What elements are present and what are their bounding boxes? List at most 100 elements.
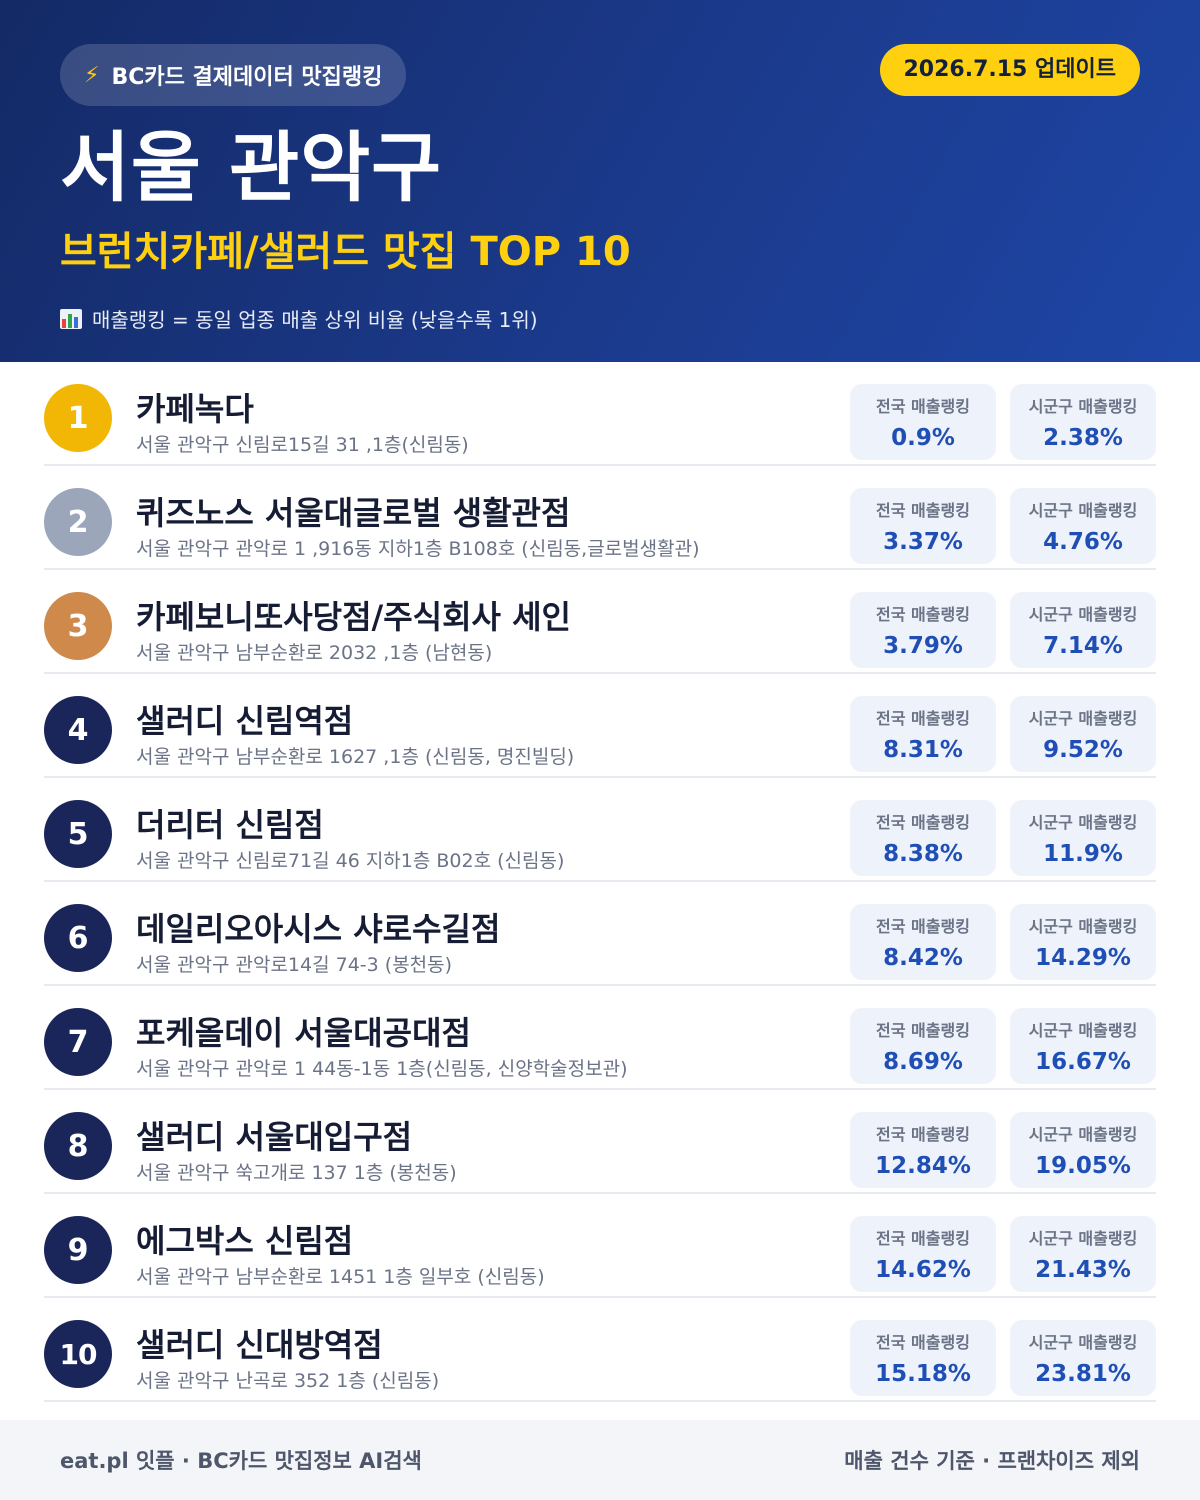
local-rank-value: 21.43%	[1035, 1257, 1131, 1283]
national-rank-card: 전국 매출랭킹 3.37%	[850, 488, 996, 564]
local-rank-label: 시군구 매출랭킹	[1028, 813, 1138, 832]
list-item[interactable]: 5 더리터 신림점 서울 관악구 신림로71길 46 지하1층 B02호 (신림…	[44, 778, 1156, 882]
restaurant-address: 서울 관악구 신림로71길 46 지하1층 B02호 (신림동)	[136, 850, 565, 872]
local-rank-value: 11.9%	[1043, 841, 1123, 867]
local-rank-value: 4.76%	[1043, 529, 1123, 555]
restaurant-name: 샐러디 신대방역점	[136, 1326, 383, 1364]
local-rank-card: 시군구 매출랭킹 21.43%	[1010, 1216, 1156, 1292]
restaurant-name: 데일리오아시스 샤로수길점	[136, 910, 501, 948]
national-rank-card: 전국 매출랭킹 14.62%	[850, 1216, 996, 1292]
list-item[interactable]: 9 에그박스 신림점 서울 관악구 남부순환로 1451 1층 일부호 (신림동…	[44, 1194, 1156, 1298]
national-rank-label: 전국 매출랭킹	[876, 917, 970, 936]
rank-badge: 3	[44, 592, 112, 660]
local-rank-label: 시군구 매출랭킹	[1028, 1333, 1138, 1352]
local-rank-card: 시군구 매출랭킹 11.9%	[1010, 800, 1156, 876]
national-rank-label: 전국 매출랭킹	[876, 1021, 970, 1040]
footer-source: eat.pl 잇플 · BC카드 맛집정보 AI검색	[60, 1449, 422, 1473]
rank-badge: 5	[44, 800, 112, 868]
ranking-note: 매출랭킹 = 동일 업종 매출 상위 비율 (낮을수록 1위)	[60, 304, 1140, 333]
national-rank-card: 전국 매출랭킹 8.69%	[850, 1008, 996, 1084]
national-rank-label: 전국 매출랭킹	[876, 709, 970, 728]
rank-badge: 8	[44, 1112, 112, 1180]
local-rank-card: 시군구 매출랭킹 14.29%	[1010, 904, 1156, 980]
local-rank-card: 시군구 매출랭킹 4.76%	[1010, 488, 1156, 564]
national-rank-label: 전국 매출랭킹	[876, 813, 970, 832]
local-rank-card: 시군구 매출랭킹 2.38%	[1010, 384, 1156, 460]
national-rank-card: 전국 매출랭킹 0.9%	[850, 384, 996, 460]
local-rank-label: 시군구 매출랭킹	[1028, 1125, 1138, 1144]
header-banner: ⚡ BC카드 결제데이터 맛집랭킹 2026.7.15 업데이트 서울 관악구 …	[0, 0, 1200, 362]
restaurant-name: 샐러디 서울대입구점	[136, 1118, 413, 1156]
restaurant-address: 서울 관악구 관악로 1 44동-1동 1층(신림동, 신양학술정보관)	[136, 1058, 628, 1080]
source-badge: ⚡ BC카드 결제데이터 맛집랭킹	[60, 44, 407, 106]
national-rank-value: 3.37%	[883, 529, 963, 555]
local-rank-label: 시군구 매출랭킹	[1028, 709, 1138, 728]
rank-badge: 10	[44, 1320, 112, 1388]
footer-criteria: 매출 건수 기준 · 프랜차이즈 제외	[844, 1449, 1140, 1473]
local-rank-value: 14.29%	[1035, 945, 1131, 971]
national-rank-card: 전국 매출랭킹 15.18%	[850, 1320, 996, 1396]
rank-badge: 9	[44, 1216, 112, 1284]
local-rank-value: 19.05%	[1035, 1153, 1131, 1179]
restaurant-address: 서울 관악구 난곡로 352 1층 (신림동)	[136, 1370, 440, 1392]
national-rank-value: 3.79%	[883, 633, 963, 659]
local-rank-label: 시군구 매출랭킹	[1028, 605, 1138, 624]
national-rank-label: 전국 매출랭킹	[876, 397, 970, 416]
footer: eat.pl 잇플 · BC카드 맛집정보 AI검색 매출 건수 기준 · 프랜…	[0, 1420, 1200, 1500]
list-item[interactable]: 2 퀴즈노스 서울대글로벌 생활관점 서울 관악구 관악로 1 ,916동 지하…	[44, 466, 1156, 570]
list-item[interactable]: 7 포케올데이 서울대공대점 서울 관악구 관악로 1 44동-1동 1층(신림…	[44, 986, 1156, 1090]
ranking-note-text: 매출랭킹 = 동일 업종 매출 상위 비율 (낮을수록 1위)	[92, 308, 538, 332]
local-rank-card: 시군구 매출랭킹 9.52%	[1010, 696, 1156, 772]
update-date-badge: 2026.7.15 업데이트	[879, 44, 1140, 96]
national-rank-value: 8.42%	[883, 945, 963, 971]
restaurant-name: 샐러디 신림역점	[136, 702, 354, 740]
local-rank-label: 시군구 매출랭킹	[1028, 501, 1138, 520]
local-rank-label: 시군구 매출랭킹	[1028, 1229, 1138, 1248]
national-rank-label: 전국 매출랭킹	[876, 1333, 970, 1352]
local-rank-card: 시군구 매출랭킹 23.81%	[1010, 1320, 1156, 1396]
restaurant-name: 카페보니또사당점/주식회사 세인	[136, 598, 571, 636]
list-item[interactable]: 1 카페녹다 서울 관악구 신림로15길 31 ,1층(신림동) 전국 매출랭킹…	[44, 362, 1156, 466]
restaurant-name: 에그박스 신림점	[136, 1222, 354, 1260]
national-rank-value: 14.62%	[875, 1257, 971, 1283]
local-rank-card: 시군구 매출랭킹 7.14%	[1010, 592, 1156, 668]
national-rank-value: 0.9%	[891, 425, 955, 451]
local-rank-label: 시군구 매출랭킹	[1028, 917, 1138, 936]
national-rank-value: 15.18%	[875, 1361, 971, 1387]
restaurant-address: 서울 관악구 남부순환로 1451 1층 일부호 (신림동)	[136, 1266, 545, 1288]
local-rank-value: 9.52%	[1043, 737, 1123, 763]
national-rank-card: 전국 매출랭킹 3.79%	[850, 592, 996, 668]
national-rank-card: 전국 매출랭킹 8.42%	[850, 904, 996, 980]
page-title: 서울 관악구	[60, 123, 443, 212]
restaurant-name: 포케올데이 서울대공대점	[136, 1014, 471, 1052]
rank-badge: 2	[44, 488, 112, 556]
national-rank-label: 전국 매출랭킹	[876, 605, 970, 624]
rank-badge: 7	[44, 1008, 112, 1076]
list-item[interactable]: 6 데일리오아시스 샤로수길점 서울 관악구 관악로14길 74-3 (봉천동)…	[44, 882, 1156, 986]
local-rank-card: 시군구 매출랭킹 16.67%	[1010, 1008, 1156, 1084]
national-rank-card: 전국 매출랭킹 12.84%	[850, 1112, 996, 1188]
restaurant-address: 서울 관악구 신림로15길 31 ,1층(신림동)	[136, 434, 469, 456]
local-rank-card: 시군구 매출랭킹 19.05%	[1010, 1112, 1156, 1188]
national-rank-label: 전국 매출랭킹	[876, 1125, 970, 1144]
national-rank-label: 전국 매출랭킹	[876, 501, 970, 520]
national-rank-card: 전국 매출랭킹 8.38%	[850, 800, 996, 876]
list-item[interactable]: 3 카페보니또사당점/주식회사 세인 서울 관악구 남부순환로 2032 ,1층…	[44, 570, 1156, 674]
restaurant-address: 서울 관악구 남부순환로 2032 ,1층 (남현동)	[136, 642, 493, 664]
local-rank-value: 16.67%	[1035, 1049, 1131, 1075]
national-rank-value: 8.31%	[883, 737, 963, 763]
national-rank-value: 12.84%	[875, 1153, 971, 1179]
source-label: BC카드 결제데이터 맛집랭킹	[111, 65, 383, 90]
local-rank-value: 23.81%	[1035, 1361, 1131, 1387]
rank-badge: 6	[44, 904, 112, 972]
local-rank-value: 2.38%	[1043, 425, 1123, 451]
list-item[interactable]: 10 샐러디 신대방역점 서울 관악구 난곡로 352 1층 (신림동) 전국 …	[44, 1298, 1156, 1402]
lightning-bolt-icon: ⚡	[84, 62, 100, 88]
page-subtitle: 브런치카페/샐러드 맛집 TOP 10	[60, 229, 631, 275]
restaurant-name: 퀴즈노스 서울대글로벌 생활관점	[136, 494, 571, 532]
list-item[interactable]: 4 샐러디 신림역점 서울 관악구 남부순환로 1627 ,1층 (신림동, 명…	[44, 674, 1156, 778]
list-item[interactable]: 8 샐러디 서울대입구점 서울 관악구 쑥고개로 137 1층 (봉천동) 전국…	[44, 1090, 1156, 1194]
rank-badge: 4	[44, 696, 112, 764]
bar-chart-icon	[60, 308, 82, 329]
restaurant-address: 서울 관악구 관악로14길 74-3 (봉천동)	[136, 954, 453, 976]
